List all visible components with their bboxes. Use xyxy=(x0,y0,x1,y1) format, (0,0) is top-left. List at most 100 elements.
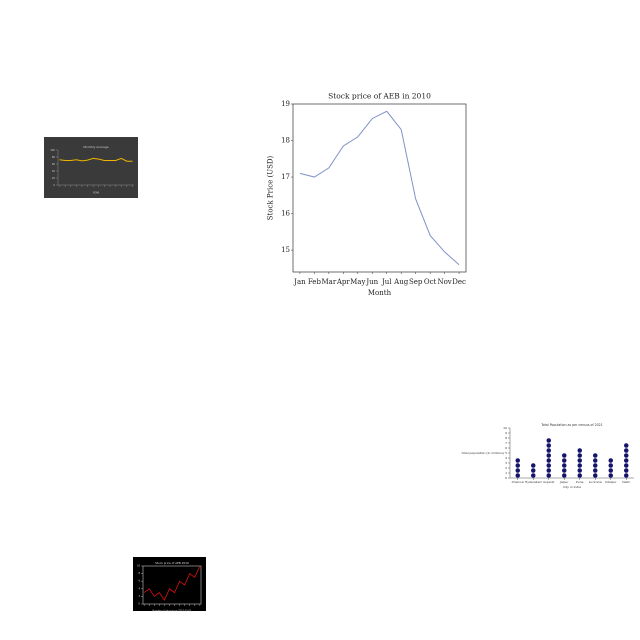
y-tick-label: 7 xyxy=(505,441,507,445)
y-tick-label: 8 xyxy=(139,572,141,575)
dot xyxy=(608,458,613,463)
dot xyxy=(577,473,582,478)
dot xyxy=(593,473,598,478)
y-tick-label: 20 xyxy=(52,176,56,180)
x-axis-label: Month xyxy=(368,289,392,297)
y-tick-label: 10 xyxy=(503,426,507,430)
y-tick-label: 0 xyxy=(505,476,507,480)
y-tick-label: 9 xyxy=(505,431,507,435)
dot xyxy=(593,468,598,473)
chart-title: Monthly Average xyxy=(83,145,108,149)
y-tick-label: 4 xyxy=(505,456,507,460)
x-tick-label: Apr xyxy=(336,278,351,286)
plot-frame xyxy=(292,103,467,273)
x-tick-label: Chennai xyxy=(512,480,524,484)
dot xyxy=(515,458,520,463)
dark-panel xyxy=(44,137,138,198)
y-tick-label: 8 xyxy=(505,436,507,440)
dot xyxy=(546,443,551,448)
y-tick-label: 60 xyxy=(52,162,56,166)
y-axis-label: Stock Price (USD) xyxy=(267,155,275,220)
dot xyxy=(608,473,613,478)
dot xyxy=(624,453,629,458)
dot xyxy=(577,448,582,453)
dot xyxy=(531,463,536,468)
dot-stack xyxy=(624,443,629,478)
dot xyxy=(624,443,629,448)
x-tick-label: Gujarat xyxy=(543,480,555,484)
line xyxy=(299,110,460,266)
dot xyxy=(562,458,567,463)
dot-stack xyxy=(546,438,551,478)
dot xyxy=(562,468,567,473)
y-tick-label: 0 xyxy=(53,183,55,187)
chart-title: Stock price of AEB in 2010 xyxy=(328,92,431,101)
dot xyxy=(562,463,567,468)
dot-stack xyxy=(515,458,520,478)
x-tick-label: Jan xyxy=(293,278,306,286)
x-tick-label: Udaipur xyxy=(605,480,618,484)
x-tick-label: Nov xyxy=(437,278,451,286)
y-tick-label: 15 xyxy=(281,246,290,254)
x-tick-label: Dec xyxy=(452,278,466,286)
y-tick-label: 5 xyxy=(505,451,507,455)
y-tick-label: 17 xyxy=(281,173,290,181)
dot xyxy=(562,453,567,458)
y-tick-label: 0 xyxy=(139,603,141,606)
dot xyxy=(515,463,520,468)
dot xyxy=(531,473,536,478)
dot xyxy=(624,458,629,463)
x-axis-label: City in India xyxy=(563,485,581,489)
x-tick-label: Jul xyxy=(381,278,392,286)
x-tick-label: Aug xyxy=(393,278,409,286)
chart-title: Total Population as per census of 2021 xyxy=(540,423,602,427)
x-tick-label: Oct xyxy=(424,278,437,286)
y-tick-label: 1 xyxy=(505,471,507,475)
x-tick-label: Pune xyxy=(576,480,584,484)
chart-title: Stock price of AEB 2010 xyxy=(155,561,189,565)
dot-stack xyxy=(531,463,536,478)
dot xyxy=(577,453,582,458)
x-tick-label: Delhi xyxy=(622,480,630,484)
dot xyxy=(546,453,551,458)
dot xyxy=(624,448,629,453)
dot xyxy=(546,458,551,463)
x-tick-label: Mar xyxy=(322,278,337,286)
x-tick-label: May xyxy=(350,278,365,286)
dot xyxy=(624,468,629,473)
y-axis-label: total population (in millions) xyxy=(462,451,504,455)
dot xyxy=(546,448,551,453)
dot xyxy=(593,463,598,468)
y-tick-label: 6 xyxy=(139,580,141,583)
y-tick-label: 16 xyxy=(281,210,290,218)
line xyxy=(143,565,201,602)
dot xyxy=(546,473,551,478)
y-tick-label: 18 xyxy=(281,137,290,145)
dot xyxy=(562,473,567,478)
dot xyxy=(546,463,551,468)
dot xyxy=(515,473,520,478)
dot xyxy=(546,438,551,443)
x-tick-label: Hyderabad xyxy=(525,480,542,484)
line xyxy=(59,157,133,162)
dot xyxy=(546,468,551,473)
y-tick-label: 2 xyxy=(139,595,141,598)
dot xyxy=(577,463,582,468)
dot xyxy=(577,458,582,463)
y-tick-label: 6 xyxy=(505,446,507,450)
dot-stack xyxy=(608,458,613,478)
y-tick-label: 19 xyxy=(281,100,290,108)
dot xyxy=(624,473,629,478)
x-tick-label: Jun xyxy=(365,278,378,286)
dot-stack xyxy=(593,453,598,478)
x-tick-label: Sep xyxy=(409,278,423,286)
y-tick-label: 2 xyxy=(505,466,507,470)
dot xyxy=(577,468,582,473)
x-tick-label: Lucknow xyxy=(589,480,603,484)
x-tick-label: Feb xyxy=(308,278,322,286)
dot xyxy=(608,468,613,473)
plot-frame xyxy=(142,565,202,605)
x-tick-label: Jaipur xyxy=(559,480,569,484)
